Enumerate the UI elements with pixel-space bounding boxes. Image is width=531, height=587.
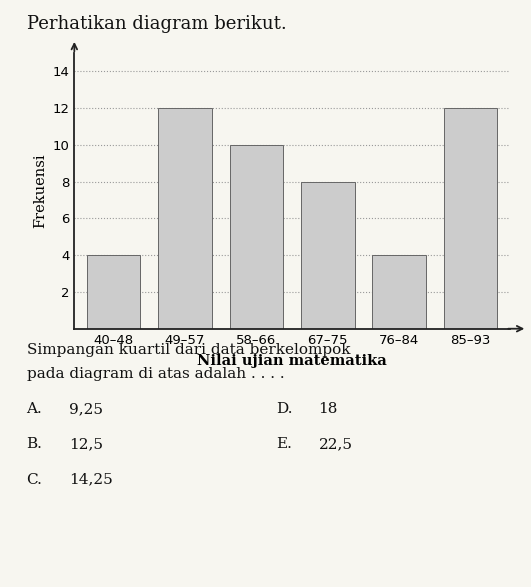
Text: 9,25: 9,25 xyxy=(69,402,103,416)
Text: pada diagram di atas adalah . . . .: pada diagram di atas adalah . . . . xyxy=(27,367,284,381)
Bar xyxy=(372,255,426,329)
Text: 22,5: 22,5 xyxy=(319,437,353,451)
X-axis label: Nilai ujian matematika: Nilai ujian matematika xyxy=(197,353,387,367)
Text: 12,5: 12,5 xyxy=(69,437,103,451)
Text: C.: C. xyxy=(27,473,42,487)
Text: A.: A. xyxy=(27,402,42,416)
Text: D.: D. xyxy=(276,402,293,416)
Text: E.: E. xyxy=(276,437,292,451)
Text: 18: 18 xyxy=(319,402,338,416)
Y-axis label: Frekuensi: Frekuensi xyxy=(33,153,47,228)
Text: Simpangan kuartil dari data berkelompok: Simpangan kuartil dari data berkelompok xyxy=(27,343,350,357)
Bar xyxy=(158,108,212,329)
Text: Perhatikan diagram berikut.: Perhatikan diagram berikut. xyxy=(27,15,286,33)
Bar xyxy=(444,108,497,329)
Text: B.: B. xyxy=(27,437,42,451)
Bar xyxy=(301,181,355,329)
Text: 14,25: 14,25 xyxy=(69,473,113,487)
Bar xyxy=(229,145,283,329)
Bar xyxy=(87,255,140,329)
